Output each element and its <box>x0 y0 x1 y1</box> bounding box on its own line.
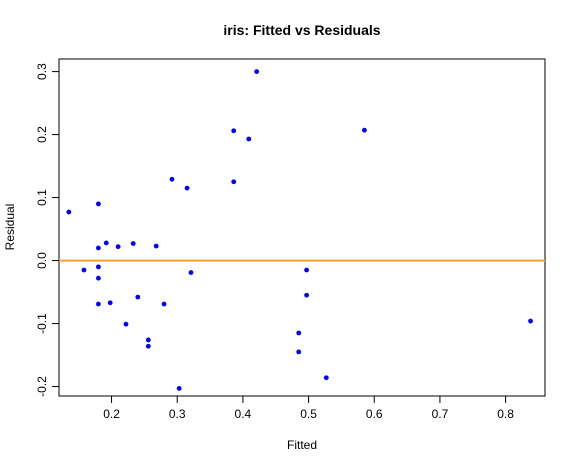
x-tick-label: 0.4 <box>235 407 252 421</box>
data-point <box>145 337 151 343</box>
data-point <box>81 267 87 273</box>
data-point <box>323 375 329 381</box>
data-point <box>169 176 175 182</box>
y-tick-label: -0.2 <box>35 376 49 397</box>
data-point <box>254 69 260 74</box>
data-point <box>130 241 136 246</box>
data-point <box>135 294 141 300</box>
data-point <box>123 321 129 327</box>
data-point <box>361 127 367 133</box>
data-point <box>528 318 533 324</box>
data-point <box>161 301 167 307</box>
points-layer <box>66 69 533 391</box>
plot-frame <box>58 58 546 397</box>
y-tick-label: 0.2 <box>35 126 49 143</box>
data-point <box>246 136 252 142</box>
data-point <box>304 267 309 273</box>
data-point <box>231 128 237 134</box>
data-point <box>296 349 302 355</box>
x-tick-label: 0.7 <box>432 407 449 421</box>
data-point <box>96 245 101 251</box>
x-tick-label: 0.2 <box>103 407 120 421</box>
data-point <box>103 240 109 246</box>
y-tick-label: 0.1 <box>35 189 49 206</box>
x-axis-label: Fitted <box>287 438 317 452</box>
y-tick-label: 0.0 <box>35 252 49 269</box>
y-tick-label: 0.3 <box>35 63 49 80</box>
x-tick-label: 0.8 <box>497 407 514 421</box>
data-point <box>145 343 151 349</box>
y-tick-label: -0.1 <box>35 313 49 334</box>
data-point <box>184 185 190 191</box>
data-point <box>304 292 309 298</box>
x-axis: 0.2 0.3 0.4 0.5 0.6 0.7 0.8 <box>103 396 514 421</box>
data-point <box>107 300 113 306</box>
y-axis-label: Residual <box>3 204 17 251</box>
data-point <box>96 301 101 307</box>
data-point <box>96 264 101 270</box>
data-point <box>96 275 101 281</box>
y-axis: -0.2 -0.1 0.0 0.1 0.2 0.3 <box>35 63 59 397</box>
x-tick-label: 0.3 <box>169 407 186 421</box>
x-tick-label: 0.5 <box>300 407 317 421</box>
data-point <box>66 209 72 215</box>
data-point <box>153 243 159 249</box>
data-point <box>96 201 101 207</box>
x-tick-label: 0.6 <box>366 407 383 421</box>
chart-title: iris: Fitted vs Residuals <box>223 22 380 38</box>
data-point <box>296 330 302 336</box>
data-point <box>231 179 237 185</box>
data-point <box>115 244 121 250</box>
data-point <box>188 270 194 275</box>
data-point <box>176 386 182 391</box>
